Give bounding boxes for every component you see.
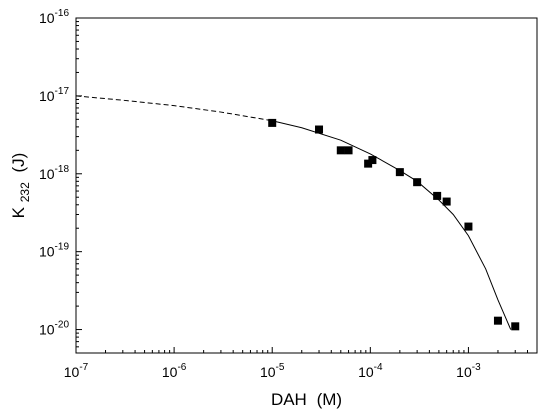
y-tick-label-exp: -16 (55, 8, 70, 19)
data-point (433, 191, 442, 200)
y-tick-label-exp: -17 (55, 86, 70, 97)
data-point (395, 168, 404, 177)
data-point (336, 146, 345, 155)
y-tick-label-exp: -18 (55, 164, 70, 175)
y-tick-label-exp: -20 (55, 320, 70, 331)
data-point (315, 125, 324, 134)
y-tick-label-base: 10 (39, 166, 55, 182)
x-tick-label-base: 10 (260, 364, 276, 380)
y-axis-label-unit: (J) (9, 153, 28, 173)
data-point (511, 322, 520, 331)
fit-curve-layer (75, 95, 512, 330)
data-point (493, 316, 502, 325)
y-tick-label: 10-17 (39, 86, 69, 104)
data-point (344, 146, 353, 155)
y-tick-label-base: 10 (39, 322, 55, 338)
data-point (364, 159, 373, 168)
y-tick-label: 10-18 (39, 164, 69, 182)
x-tick-label: 10-3 (456, 362, 481, 380)
fit-curve-dashed (75, 95, 273, 122)
data-point (464, 222, 473, 231)
x-tick-label-base: 10 (162, 364, 178, 380)
x-tick-label-base: 10 (456, 364, 472, 380)
y-axis-label-sub: 232 (18, 182, 32, 202)
x-tick-label-exp: -7 (79, 362, 88, 373)
data-point (268, 118, 277, 127)
y-axis-label: K 232 (J) (9, 153, 33, 219)
x-ticks-layer: 10-7 10-6 10-5 10-4 10-3 (64, 347, 538, 380)
y-axis-label-base: K (9, 206, 28, 218)
x-tick-label-exp: -3 (472, 362, 481, 373)
x-axis-label-base: DAH (271, 390, 307, 409)
x-tick-label: 10-6 (162, 362, 187, 380)
x-axis-label: DAH (M) (271, 390, 342, 409)
data-points-layer (268, 118, 520, 331)
x-tick-label-base: 10 (358, 364, 374, 380)
y-tick-label-base: 10 (39, 88, 55, 104)
x-tick-label-exp: -4 (374, 362, 383, 373)
data-point (368, 156, 377, 165)
data-point (413, 178, 422, 187)
x-tick-label-exp: -6 (177, 362, 186, 373)
x-tick-label-exp: -5 (276, 362, 285, 373)
data-point (442, 197, 451, 206)
x-axis-label-unit: (M) (317, 390, 342, 409)
y-tick-label: 10-20 (39, 320, 69, 338)
y-tick-label: 10-19 (39, 242, 69, 260)
x-tick-label: 10-5 (260, 362, 285, 380)
y-tick-label-exp: -19 (55, 242, 70, 253)
x-tick-label: 10-7 (64, 362, 89, 380)
plot-frame (75, 17, 538, 354)
y-tick-label-base: 10 (39, 244, 55, 260)
y-tick-label: 10-16 (39, 8, 69, 26)
x-tick-label: 10-4 (358, 362, 383, 380)
y-tick-label-base: 10 (39, 10, 55, 26)
fit-curve-solid (272, 120, 512, 330)
x-tick-label-base: 10 (64, 364, 80, 380)
